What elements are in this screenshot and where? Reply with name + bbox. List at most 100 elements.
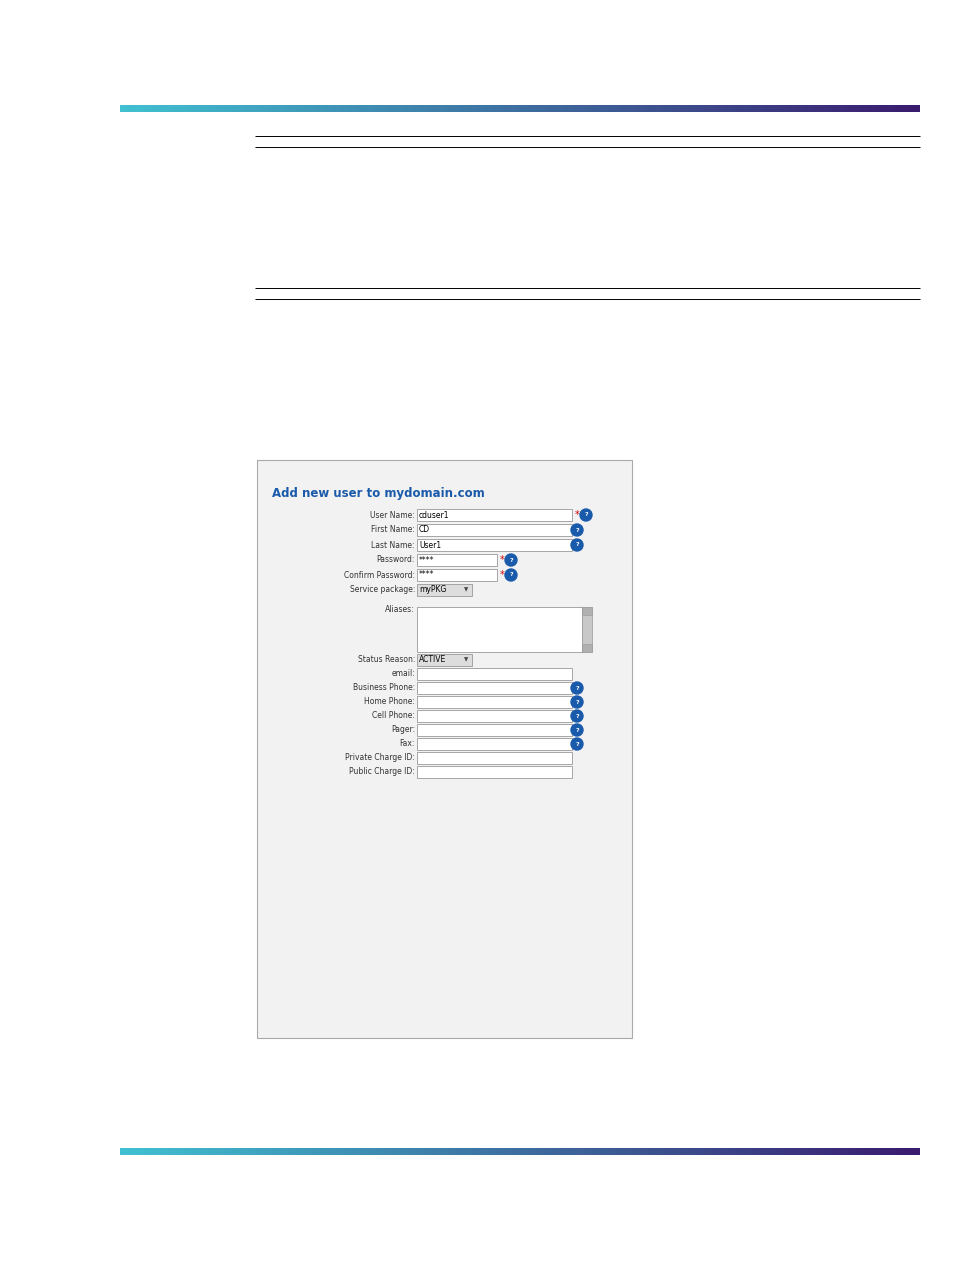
Bar xyxy=(807,106,812,112)
Bar xyxy=(532,106,536,112)
Bar xyxy=(344,1149,348,1155)
Bar xyxy=(499,1149,504,1155)
Bar xyxy=(268,1149,273,1155)
Bar xyxy=(679,106,684,112)
Bar xyxy=(120,106,125,112)
Bar xyxy=(416,539,572,551)
Text: ?: ? xyxy=(509,572,513,577)
Bar xyxy=(811,106,816,112)
Bar xyxy=(800,106,803,112)
Bar xyxy=(232,1149,236,1155)
Bar xyxy=(292,106,296,112)
Bar xyxy=(659,1149,664,1155)
Bar xyxy=(328,1149,333,1155)
Bar xyxy=(581,607,592,614)
Bar xyxy=(623,106,628,112)
Text: ?: ? xyxy=(575,686,578,691)
Bar xyxy=(687,1149,692,1155)
Bar xyxy=(747,106,752,112)
Circle shape xyxy=(571,682,582,695)
Bar xyxy=(252,106,256,112)
Bar xyxy=(867,1149,872,1155)
Bar xyxy=(368,106,372,112)
Text: ****: **** xyxy=(418,556,434,565)
Bar xyxy=(128,1149,132,1155)
Bar xyxy=(344,106,348,112)
Bar xyxy=(907,1149,911,1155)
Bar xyxy=(820,1149,823,1155)
Bar xyxy=(703,1149,708,1155)
Bar xyxy=(579,1149,584,1155)
Bar xyxy=(359,106,364,112)
Bar xyxy=(488,106,492,112)
Bar xyxy=(384,106,388,112)
Text: Password:: Password: xyxy=(376,556,415,565)
Bar xyxy=(503,1149,508,1155)
Bar xyxy=(235,1149,240,1155)
Bar xyxy=(224,106,229,112)
Bar xyxy=(416,654,472,667)
Bar xyxy=(647,1149,652,1155)
Bar xyxy=(696,106,700,112)
Bar xyxy=(716,1149,720,1155)
Bar xyxy=(128,106,132,112)
Bar xyxy=(416,682,572,695)
Bar xyxy=(168,1149,172,1155)
Bar xyxy=(319,106,324,112)
Bar xyxy=(439,106,444,112)
Text: myPKG: myPKG xyxy=(418,585,446,594)
Bar xyxy=(552,106,556,112)
Bar xyxy=(663,106,668,112)
Bar xyxy=(783,106,788,112)
Bar xyxy=(156,106,160,112)
Bar xyxy=(895,106,900,112)
Bar xyxy=(755,1149,760,1155)
Bar xyxy=(596,106,599,112)
Bar xyxy=(603,106,608,112)
Text: Home Phone:: Home Phone: xyxy=(364,697,415,706)
Bar xyxy=(443,106,448,112)
Bar xyxy=(399,1149,404,1155)
Bar xyxy=(416,738,572,750)
Bar xyxy=(184,106,189,112)
Bar xyxy=(599,106,604,112)
Bar xyxy=(220,106,224,112)
Bar xyxy=(915,106,920,112)
Bar xyxy=(220,1149,224,1155)
Bar xyxy=(523,1149,528,1155)
Bar xyxy=(432,106,436,112)
Text: ?: ? xyxy=(509,557,513,562)
Bar xyxy=(656,1149,659,1155)
Bar xyxy=(448,1149,452,1155)
Bar xyxy=(636,106,639,112)
Bar xyxy=(232,106,236,112)
Bar xyxy=(160,106,164,112)
Bar xyxy=(563,1149,568,1155)
Bar xyxy=(215,1149,220,1155)
Bar xyxy=(587,106,592,112)
Bar xyxy=(416,524,572,536)
Bar xyxy=(656,106,659,112)
Bar xyxy=(348,1149,352,1155)
Bar xyxy=(711,1149,716,1155)
Bar xyxy=(603,1149,608,1155)
Bar xyxy=(448,106,452,112)
Bar xyxy=(572,106,576,112)
Bar xyxy=(439,1149,444,1155)
Bar xyxy=(476,1149,480,1155)
Bar xyxy=(412,1149,416,1155)
Bar xyxy=(627,1149,632,1155)
Bar xyxy=(683,1149,688,1155)
Bar xyxy=(419,1149,424,1155)
Bar xyxy=(707,106,712,112)
Bar xyxy=(476,106,480,112)
Bar xyxy=(168,106,172,112)
Bar xyxy=(671,1149,676,1155)
Bar xyxy=(332,106,336,112)
Bar xyxy=(691,1149,696,1155)
Bar xyxy=(479,1149,484,1155)
Bar xyxy=(416,1149,420,1155)
Bar xyxy=(204,1149,209,1155)
Bar xyxy=(547,1149,552,1155)
Bar xyxy=(587,1149,592,1155)
